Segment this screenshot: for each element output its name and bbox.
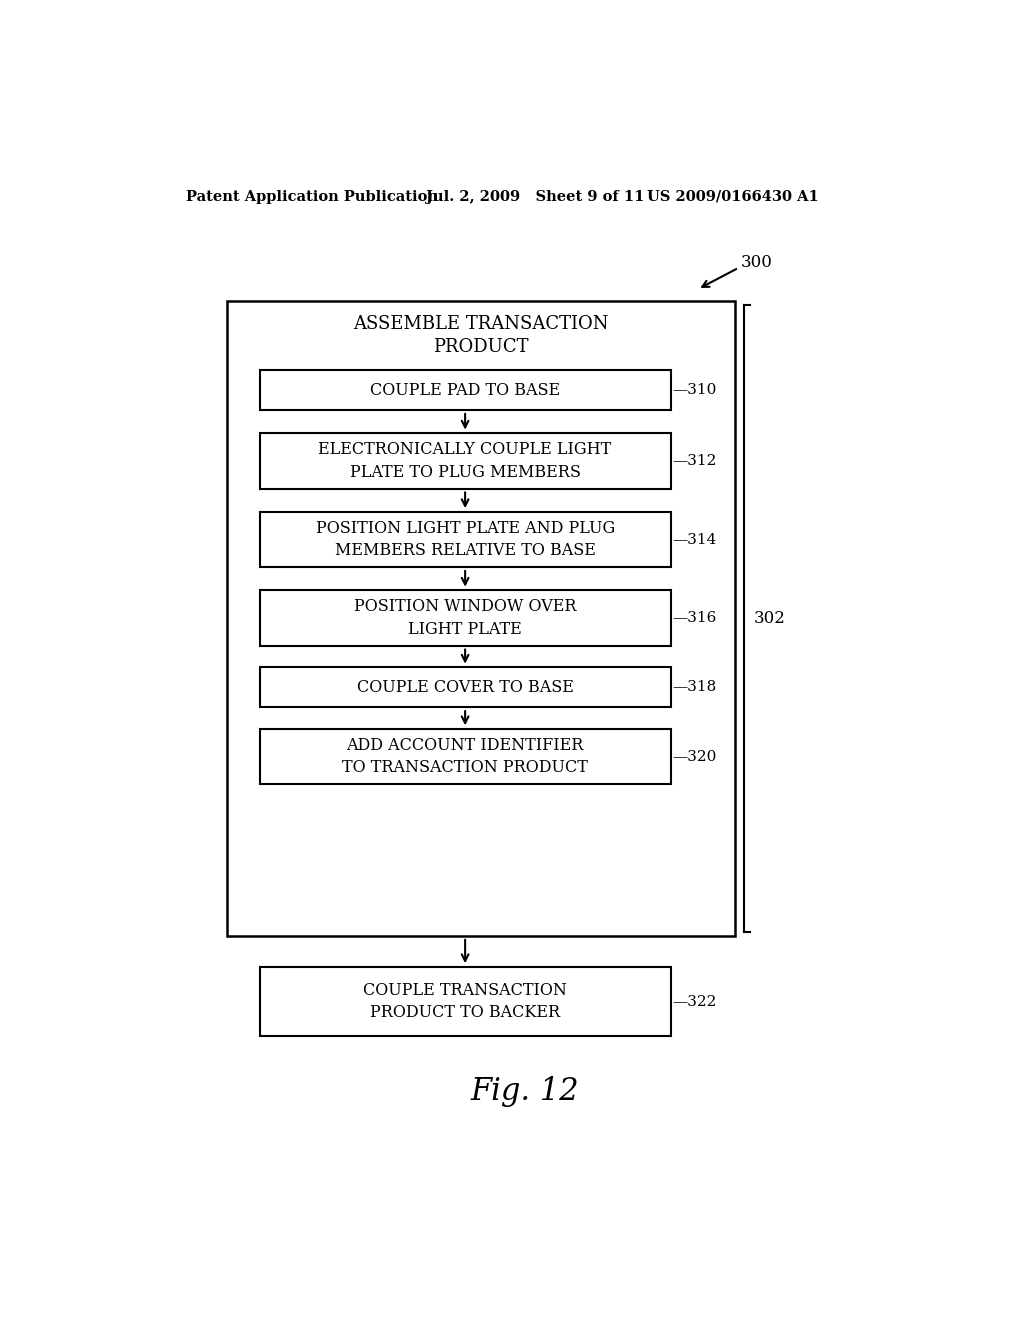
Bar — [260, 512, 671, 568]
Text: —320: —320 — [673, 750, 717, 764]
Bar — [260, 729, 671, 784]
Bar — [227, 301, 735, 936]
Text: COUPLE COVER TO BASE: COUPLE COVER TO BASE — [356, 678, 573, 696]
Text: POSITION LIGHT PLATE AND PLUG
MEMBERS RELATIVE TO BASE: POSITION LIGHT PLATE AND PLUG MEMBERS RE… — [315, 520, 614, 560]
Text: Jul. 2, 2009   Sheet 9 of 11: Jul. 2, 2009 Sheet 9 of 11 — [426, 190, 645, 203]
Text: —318: —318 — [673, 680, 717, 694]
Text: —310: —310 — [673, 383, 717, 397]
Text: POSITION WINDOW OVER
LIGHT PLATE: POSITION WINDOW OVER LIGHT PLATE — [354, 598, 577, 638]
Bar — [260, 433, 671, 488]
Bar — [260, 966, 671, 1036]
Text: 302: 302 — [754, 610, 785, 627]
Bar — [260, 668, 671, 708]
Text: —312: —312 — [673, 454, 717, 469]
Bar — [260, 590, 671, 645]
Text: COUPLE TRANSACTION
PRODUCT TO BACKER: COUPLE TRANSACTION PRODUCT TO BACKER — [364, 982, 567, 1022]
Text: Fig. 12: Fig. 12 — [470, 1076, 580, 1107]
Text: 300: 300 — [740, 253, 772, 271]
Text: COUPLE PAD TO BASE: COUPLE PAD TO BASE — [370, 381, 560, 399]
Text: —314: —314 — [673, 532, 717, 546]
Text: ASSEMBLE TRANSACTION
PRODUCT: ASSEMBLE TRANSACTION PRODUCT — [353, 314, 608, 356]
Text: —316: —316 — [673, 611, 717, 626]
Bar — [260, 370, 671, 411]
Text: ADD ACCOUNT IDENTIFIER
TO TRANSACTION PRODUCT: ADD ACCOUNT IDENTIFIER TO TRANSACTION PR… — [342, 737, 588, 776]
Text: —322: —322 — [673, 994, 717, 1008]
Text: Patent Application Publication: Patent Application Publication — [186, 190, 438, 203]
Text: US 2009/0166430 A1: US 2009/0166430 A1 — [647, 190, 819, 203]
Text: ELECTRONICALLY COUPLE LIGHT
PLATE TO PLUG MEMBERS: ELECTRONICALLY COUPLE LIGHT PLATE TO PLU… — [318, 441, 611, 480]
